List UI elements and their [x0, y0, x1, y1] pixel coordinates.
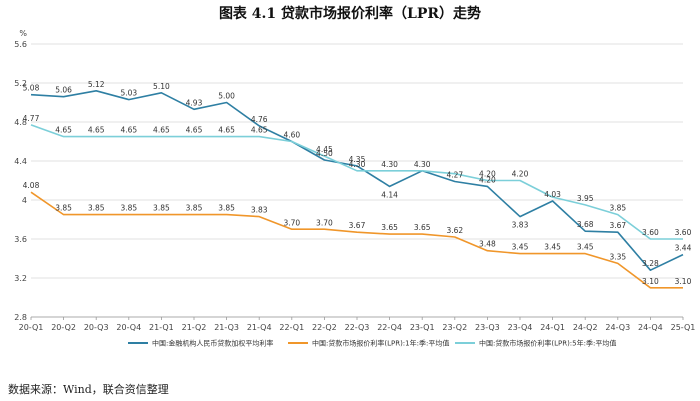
- x-tick-label: 21-Q3: [214, 323, 239, 332]
- data-label-series-3: 4.65: [153, 126, 170, 135]
- y-tick-label: 5.6: [14, 40, 27, 49]
- data-label-series-1: 5.10: [153, 82, 170, 91]
- data-label-series-3: 3.95: [577, 194, 594, 203]
- data-label-series-1: 3.67: [609, 221, 626, 230]
- x-tick-label: 21-Q2: [182, 323, 207, 332]
- data-label-series-3: 4.65: [186, 126, 203, 135]
- data-label-series-1: 3.68: [577, 220, 594, 229]
- data-label-series-3: 4.30: [381, 160, 398, 169]
- data-label-series-2: 3.85: [186, 204, 203, 213]
- series-line-3: [30, 124, 683, 240]
- data-label-series-2: 3.65: [414, 223, 431, 232]
- x-tick-label: 21-Q1: [149, 323, 174, 332]
- data-label-series-2: 3.62: [446, 226, 463, 235]
- data-label-series-2: 3.45: [544, 243, 561, 252]
- data-label-series-2: 3.85: [153, 204, 170, 213]
- x-tick-label: 23-Q1: [410, 323, 435, 332]
- x-tick-label: 20-Q2: [51, 323, 76, 332]
- data-label-series-1: 4.20: [479, 175, 496, 184]
- y-tick-label: 3.6: [14, 235, 27, 244]
- data-label-series-3: 4.65: [88, 126, 105, 135]
- x-tick-label: 24-Q1: [540, 323, 565, 332]
- data-label-series-2: 3.85: [88, 204, 105, 213]
- legend-label-3: 中国:贷款市场报价利率(LPR):5年:季:平均值: [479, 339, 616, 348]
- data-label-series-1: 4.03: [544, 190, 561, 199]
- legend-label-2: 中国:贷款市场报价利率(LPR):1年:季:平均值: [312, 339, 449, 348]
- x-tick-label: 25-Q1: [671, 323, 696, 332]
- data-label-series-1: 4.30: [414, 160, 431, 169]
- data-label-series-2: 3.45: [577, 243, 594, 252]
- data-label-series-3: 4.77: [23, 114, 40, 123]
- data-label-series-3: 3.60: [675, 228, 692, 237]
- data-label-series-2: 3.45: [512, 243, 529, 252]
- data-label-series-3: 3.85: [609, 204, 626, 213]
- data-label-series-3: 4.65: [218, 126, 235, 135]
- data-label-series-2: 3.10: [675, 277, 692, 286]
- data-label-series-2: 3.65: [381, 223, 398, 232]
- data-label-series-2: 3.85: [120, 204, 137, 213]
- x-tick-label: 23-Q4: [508, 323, 533, 332]
- chart-title: 图表 4.1 贷款市场报价利率（LPR）走势: [218, 6, 482, 22]
- y-tick-label: 4: [22, 196, 27, 205]
- x-tick-label: 24-Q2: [573, 323, 598, 332]
- x-tick-label: 23-Q2: [442, 323, 467, 332]
- y-tick-label: 5.2: [14, 79, 27, 88]
- data-label-series-1: 5.06: [55, 86, 72, 95]
- data-label-series-2: 3.48: [479, 240, 496, 249]
- data-label-series-2: 3.70: [316, 218, 333, 227]
- x-tick-label: 20-Q4: [116, 323, 141, 332]
- series-line-1: [30, 90, 684, 272]
- legend-label-1: 中国:金融机构人民币贷款加权平均利率: [152, 339, 273, 348]
- x-tick-label: 21-Q4: [247, 323, 272, 332]
- data-label-series-1: 3.83: [512, 221, 529, 230]
- data-label-series-3: 4.65: [120, 126, 137, 135]
- x-tick-label: 22-Q2: [312, 323, 337, 332]
- y-axis-unit: %: [19, 29, 27, 38]
- data-label-series-2: 3.83: [251, 206, 268, 215]
- data-label-series-2: 3.85: [218, 204, 235, 213]
- y-tick-label: 2.8: [14, 313, 27, 322]
- data-label-series-3: 4.20: [512, 170, 529, 179]
- x-tick-label: 23-Q3: [475, 323, 500, 332]
- x-tick-label: 22-Q3: [345, 323, 370, 332]
- x-tick-label: 22-Q1: [279, 323, 304, 332]
- y-tick-label: 4.4: [14, 157, 27, 166]
- data-label-series-2: 4.08: [23, 181, 40, 190]
- data-label-series-2: 3.35: [609, 252, 626, 261]
- x-tick-label: 24-Q3: [605, 323, 630, 332]
- data-label-series-1: 4.35: [349, 155, 366, 164]
- y-tick-label: 4.8: [14, 118, 27, 127]
- data-label-series-1: 3.44: [675, 244, 692, 253]
- data-label-series-1: 5.03: [120, 89, 137, 98]
- data-label-series-3: 4.65: [55, 126, 72, 135]
- data-label-series-1: 5.00: [218, 92, 235, 101]
- data-label-series-1: 4.50: [316, 149, 333, 158]
- data-label-series-1: 4.76: [251, 115, 268, 124]
- data-label-series-2: 3.10: [642, 277, 659, 286]
- data-label-series-1: 4.93: [186, 98, 203, 107]
- data-label-series-2: 3.85: [55, 204, 72, 213]
- data-source-note: 数据来源：Wind，联合资信整理: [8, 383, 169, 396]
- y-tick-label: 3.2: [14, 274, 27, 283]
- data-label-series-3: 4.30: [349, 160, 366, 169]
- x-tick-label: 22-Q4: [377, 323, 402, 332]
- x-tick-label: 20-Q1: [19, 323, 44, 332]
- series-line-2: [30, 191, 683, 289]
- data-label-series-2: 3.67: [349, 221, 366, 230]
- data-label-series-1: 3.28: [642, 259, 659, 268]
- data-label-series-3: 4.20: [479, 170, 496, 179]
- data-label-series-1: 4.14: [381, 190, 398, 199]
- x-tick-label: 24-Q4: [638, 323, 663, 332]
- data-label-series-1: 5.12: [88, 80, 105, 89]
- data-label-series-3: 3.60: [642, 228, 659, 237]
- data-label-series-1: 4.60: [283, 131, 300, 140]
- data-label-series-3: 4.65: [251, 126, 268, 135]
- data-label-series-1: 4.27: [446, 170, 463, 179]
- data-label-series-1: 5.08: [23, 84, 40, 93]
- data-label-series-2: 3.70: [283, 218, 300, 227]
- x-tick-label: 20-Q3: [84, 323, 109, 332]
- data-label-series-3: 4.45: [316, 145, 333, 154]
